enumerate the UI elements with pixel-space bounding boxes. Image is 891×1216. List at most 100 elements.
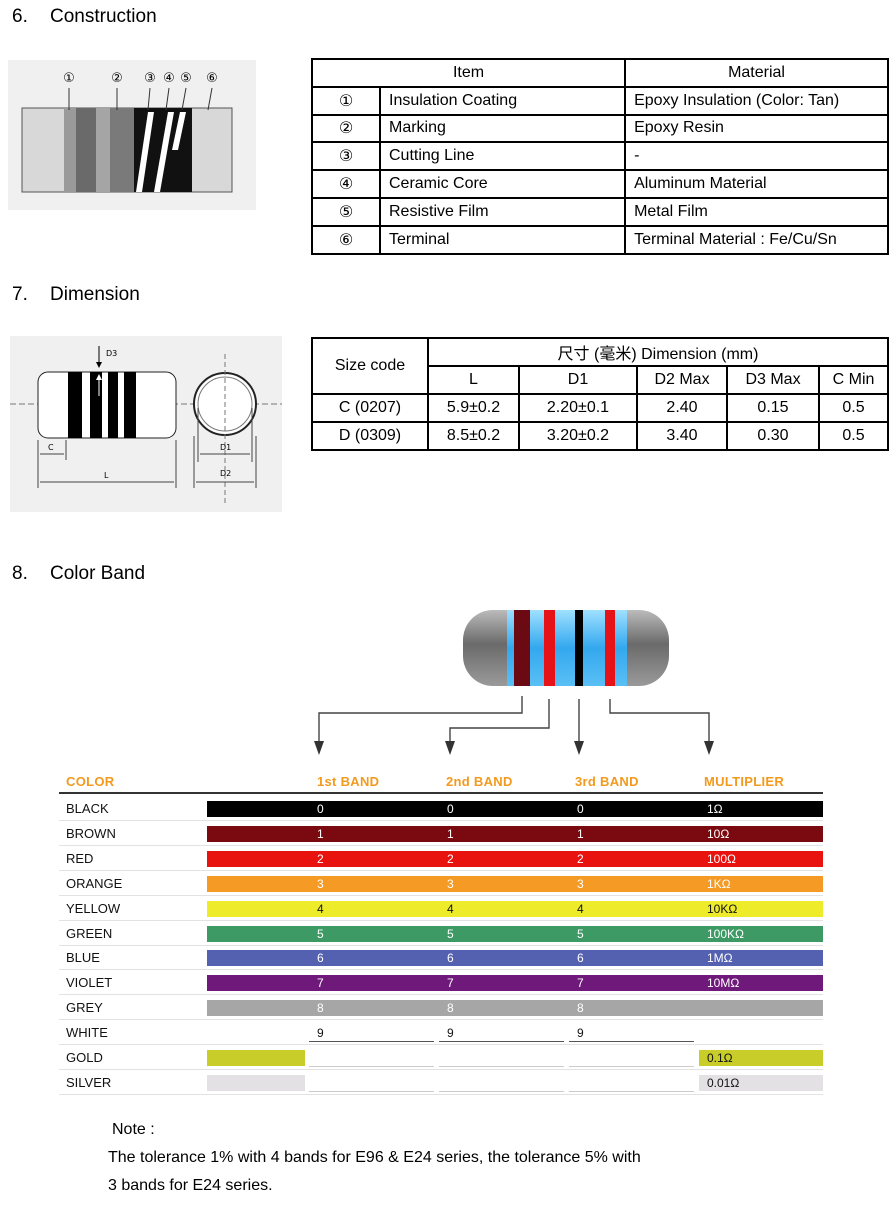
row-divider <box>59 919 823 921</box>
header-color: COLOR <box>66 774 115 789</box>
color-bar <box>207 950 823 967</box>
white-band-rule <box>309 1041 434 1043</box>
label-d1: D1 <box>220 443 231 452</box>
color-row-name: GREEN <box>66 925 113 941</box>
band-digit: 8 <box>577 1001 584 1016</box>
band-digit: 3 <box>447 876 454 891</box>
header-2nd-band: 2nd BAND <box>446 774 513 789</box>
color-row-name: ORANGE <box>66 875 123 891</box>
header-1st-band: 1st BAND <box>317 774 380 789</box>
table-row: D (0309) 8.5±0.2 3.20±0.2 3.40 0.30 0.5 <box>311 421 889 451</box>
note-line-1: The tolerance 1% with 4 bands for E96 & … <box>108 1149 641 1166</box>
color-bar <box>207 850 823 867</box>
band-digit: 1 <box>317 826 324 841</box>
row-divider <box>59 1044 823 1046</box>
band-digit: 0 <box>447 802 454 816</box>
section-title-construction: 6. Construction <box>12 6 157 27</box>
multiplier-value: 1KΩ <box>707 876 731 891</box>
color-bar <box>207 875 823 892</box>
dimension-diagram: D3 C L D1 D2 <box>10 336 282 512</box>
band-digit: 8 <box>317 1001 324 1016</box>
band-digit: 2 <box>447 851 454 866</box>
label-c: C <box>48 443 54 452</box>
empty-band-rule <box>439 1066 564 1067</box>
band-digit: 7 <box>447 976 454 991</box>
row-divider <box>59 1093 823 1095</box>
color-row-name: GREY <box>66 1000 103 1016</box>
color-row-name: SILVER <box>66 1074 112 1090</box>
band-digit: 0 <box>317 802 324 816</box>
label-l: L <box>104 471 109 480</box>
color-bar <box>207 925 823 942</box>
row-divider <box>59 969 823 971</box>
band-digit: 9 <box>317 1026 324 1041</box>
band-digit: 3 <box>317 876 324 891</box>
band-digit: 9 <box>577 1026 584 1041</box>
note-title: Note : <box>112 1121 155 1138</box>
callout-2: ② <box>111 71 123 86</box>
color-row-name: WHITE <box>66 1025 108 1041</box>
band-digit: 8 <box>447 1001 454 1016</box>
header-d1: D1 <box>518 365 638 395</box>
dimension-table: Size code 尺寸 (毫米) Dimension (mm) L D1 D2… <box>311 337 889 451</box>
multiplier-bar <box>699 1074 823 1091</box>
multiplier-value: 10MΩ <box>707 976 740 991</box>
band-digit: 7 <box>577 976 584 991</box>
band-digit: 1 <box>447 826 454 841</box>
row-divider <box>59 820 823 821</box>
band-digit: 4 <box>577 901 584 916</box>
callout-3: ③ <box>144 71 156 86</box>
table-row: ④ Ceramic Core Aluminum Material <box>311 169 889 199</box>
band-digit: 5 <box>447 926 454 941</box>
empty-band-rule <box>439 1090 564 1092</box>
white-band-rule <box>569 1041 694 1043</box>
color-bar <box>207 975 823 992</box>
note-line-2: 3 bands for E24 series. <box>108 1177 273 1194</box>
row-divider <box>59 944 823 946</box>
band-digit: 5 <box>317 926 324 941</box>
color-bar <box>207 1000 823 1017</box>
multiplier-value: 10KΩ <box>707 901 738 916</box>
empty-band-rule <box>569 1090 694 1092</box>
header-dimension-group: 尺寸 (毫米) Dimension (mm) <box>427 337 889 367</box>
header-multiplier: MULTIPLIER <box>704 774 785 789</box>
header-l: L <box>427 365 520 395</box>
resistor-illustration <box>314 610 714 755</box>
table-row: C (0207) 5.9±0.2 2.20±0.1 2.40 0.15 0.5 <box>311 393 889 423</box>
callout-4: ④ <box>163 71 175 86</box>
label-d2: D2 <box>220 469 231 478</box>
header-d3-max: D3 Max <box>726 365 820 395</box>
empty-band-rule <box>309 1090 434 1092</box>
table-row: ③ Cutting Line - <box>311 141 889 172</box>
multiplier-value: 0.1Ω <box>707 1051 733 1065</box>
construction-table: Item Material ① Insulation Coating Epoxy… <box>310 58 889 255</box>
row-divider <box>59 1019 823 1021</box>
multiplier-bar <box>699 1050 823 1066</box>
table-row: ⑤ Resistive Film Metal Film <box>311 196 889 227</box>
white-band-rule <box>439 1041 564 1043</box>
band-digit: 7 <box>317 976 324 991</box>
color-row-name: BLUE <box>66 950 100 966</box>
color-band-chart: COLOR 1st BAND 2nd BAND 3rd BAND MULTIPL… <box>59 603 830 1103</box>
band-digit: 6 <box>447 951 454 966</box>
color-row-name: VIOLET <box>66 975 113 991</box>
color-bar <box>207 801 823 817</box>
color-row-name: YELLOW <box>66 900 121 916</box>
callout-6: ⑥ <box>206 71 218 86</box>
row-divider <box>59 1069 823 1070</box>
band-digit: 9 <box>447 1026 454 1041</box>
row-divider <box>59 894 823 896</box>
multiplier-value: 1MΩ <box>707 951 733 966</box>
color-row-name: BLACK <box>66 801 109 816</box>
band-digit: 6 <box>317 951 324 966</box>
header-3rd-band: 3rd BAND <box>575 774 639 789</box>
band-digit: 6 <box>577 951 584 966</box>
row-divider <box>59 869 823 871</box>
table-row: ① Insulation Coating Epoxy Insulation (C… <box>311 85 889 116</box>
header-item: Item <box>310 58 627 88</box>
multiplier-value: 0.01Ω <box>707 1075 740 1090</box>
band-digit: 0 <box>577 802 584 816</box>
section-title-color-band: 8. Color Band <box>12 563 146 584</box>
header-material: Material <box>624 58 889 88</box>
color-bar <box>207 825 823 842</box>
